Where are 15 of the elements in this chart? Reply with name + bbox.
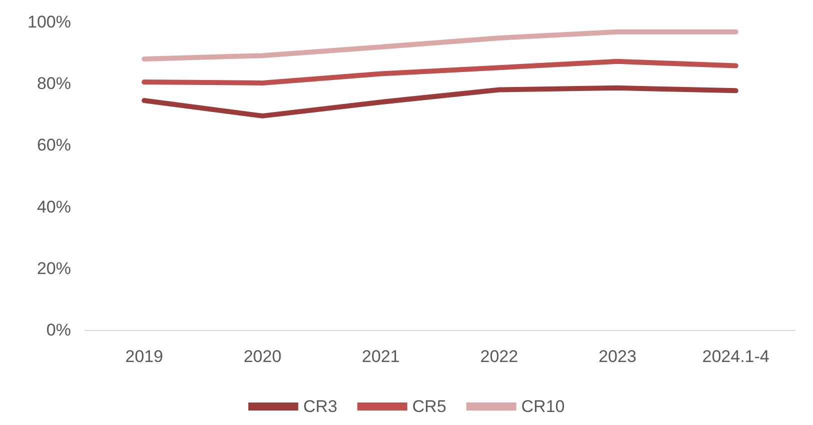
- y-tick-label: 100%: [28, 12, 71, 32]
- x-tick-label: 2022: [480, 347, 518, 366]
- legend-label: CR10: [521, 397, 565, 416]
- y-tick-label: 20%: [36, 258, 71, 278]
- x-tick-label: 2024.1-4: [702, 347, 770, 366]
- y-tick-label: 80%: [36, 74, 71, 94]
- x-tick-label: 2023: [598, 347, 636, 366]
- y-tick-label: 0%: [46, 320, 71, 340]
- x-tick-label: 2020: [244, 347, 282, 366]
- x-tick-label: 2019: [125, 347, 164, 366]
- legend-label: CR5: [412, 397, 446, 416]
- x-tick-label: 2021: [362, 347, 400, 366]
- y-tick-label: 40%: [36, 197, 71, 216]
- legend-label: CR3: [303, 397, 338, 416]
- y-tick-label: 60%: [36, 136, 71, 155]
